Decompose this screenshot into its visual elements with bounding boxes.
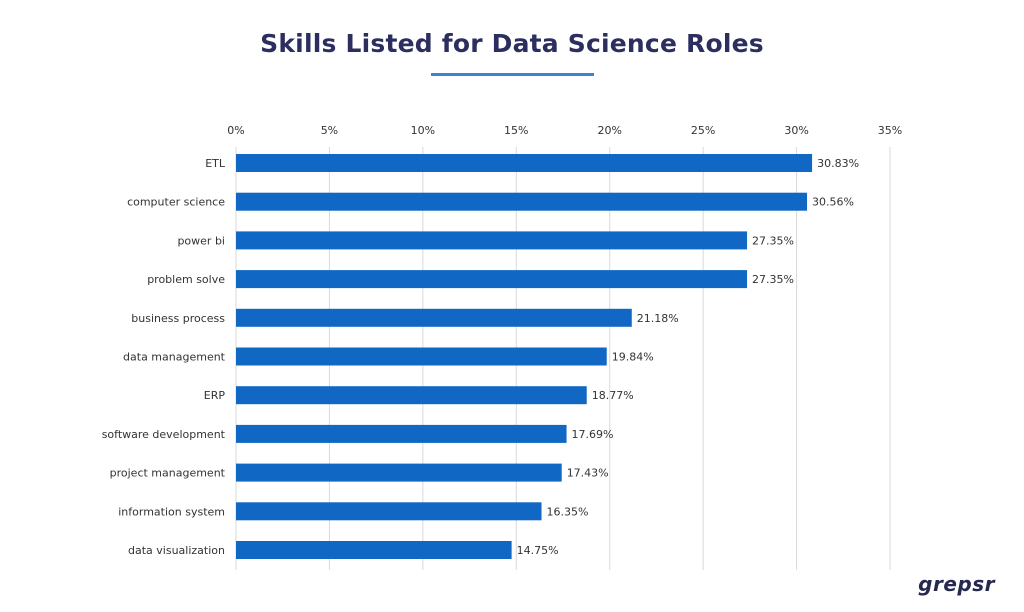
bar [236,308,632,327]
grepsr-logo: grepsr [918,572,995,596]
data-label: 18.77% [592,389,634,402]
x-tick-label: 5% [321,124,338,137]
category-label: information system [118,505,225,518]
category-label: computer science [127,196,225,209]
x-tick-label: 15% [504,124,528,137]
x-tick-label: 35% [878,124,902,137]
data-label: 17.43% [567,467,609,480]
bar [236,463,562,482]
x-tick-label: 25% [691,124,715,137]
bar [236,502,542,521]
data-label: 17.69% [572,428,614,441]
category-label: business process [131,312,225,325]
bar [236,347,607,366]
data-label: 21.18% [637,312,679,325]
bar [236,541,512,559]
title-underline [431,73,594,76]
x-tick-label: 30% [784,124,808,137]
category-label: data management [123,351,226,364]
x-tick-label: 20% [597,124,621,137]
bar [236,270,748,289]
category-label: software development [102,428,226,441]
category-label: power bi [177,234,225,247]
x-tick-label: 10% [411,124,435,137]
data-label: 27.35% [752,234,794,247]
data-label: 30.83% [817,157,859,170]
data-label: 19.84% [612,351,654,364]
bar [236,154,813,172]
data-label: 16.35% [547,505,589,518]
bar [236,386,587,405]
bar [236,424,567,443]
bar [236,231,748,250]
data-label: 27.35% [752,273,794,286]
x-tick-label: 0% [227,124,244,137]
category-label: ERP [204,389,226,402]
data-label: 14.75% [517,544,559,557]
category-label: ETL [205,157,226,170]
category-label: project management [110,467,226,480]
category-label: data visualization [128,544,225,557]
chart-title: Skills Listed for Data Science Roles [260,29,764,58]
data-label: 30.56% [812,196,854,209]
category-label: problem solve [147,273,225,286]
bar [236,192,808,211]
